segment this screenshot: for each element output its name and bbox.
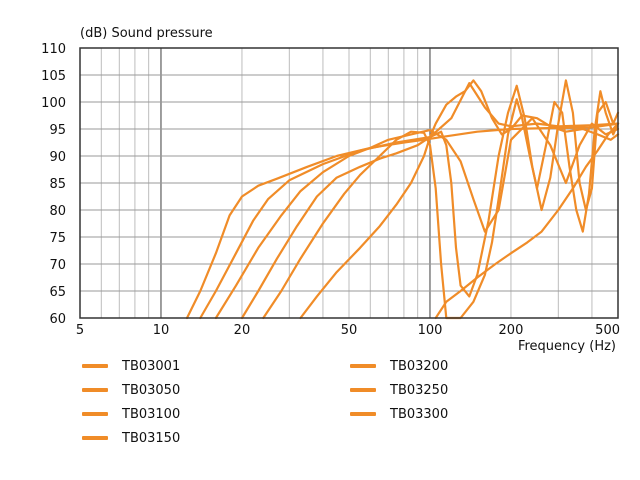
- x-tick-label: 100: [418, 323, 443, 338]
- tick-labels: 60 65 70 75 80 85 90 95 100 105 110 5 10 20 50 100 200 50…: [41, 42, 620, 338]
- x-tick-label: 50: [341, 323, 358, 338]
- x-tick-label: 10: [153, 323, 170, 338]
- y-axis-label: (dB) Sound pressure: [80, 26, 213, 41]
- y-tick-label: 110: [41, 42, 66, 57]
- x-tick-label: 500: [595, 323, 620, 338]
- y-tick-label: 60: [49, 312, 66, 327]
- y-tick-label: 95: [49, 123, 66, 138]
- series-line-tb03100: [214, 117, 620, 320]
- series-lines: [185, 79, 620, 320]
- series-line-tb03300: [434, 122, 620, 320]
- series-line-tb03200: [262, 90, 620, 320]
- y-tick-label: 90: [49, 150, 66, 165]
- x-axis-label: Frequency (Hz): [518, 339, 616, 354]
- plot-frame: [79, 47, 619, 319]
- series-line-tb03250: [299, 79, 620, 320]
- y-tick-label: 70: [49, 258, 66, 273]
- x-tick-label: 20: [234, 323, 251, 338]
- x-tick-label: 5: [76, 323, 84, 338]
- y-tick-label: 105: [41, 69, 66, 84]
- y-tick-label: 100: [41, 96, 66, 111]
- y-tick-label: 80: [49, 204, 66, 219]
- chart-grid: [79, 47, 619, 319]
- series-line-tb03150: [240, 79, 620, 320]
- y-tick-label: 65: [49, 285, 66, 300]
- plot-border: [79, 47, 619, 319]
- y-tick-label: 85: [49, 177, 66, 192]
- y-tick-label: 75: [49, 231, 66, 246]
- x-tick-label: 200: [499, 323, 524, 338]
